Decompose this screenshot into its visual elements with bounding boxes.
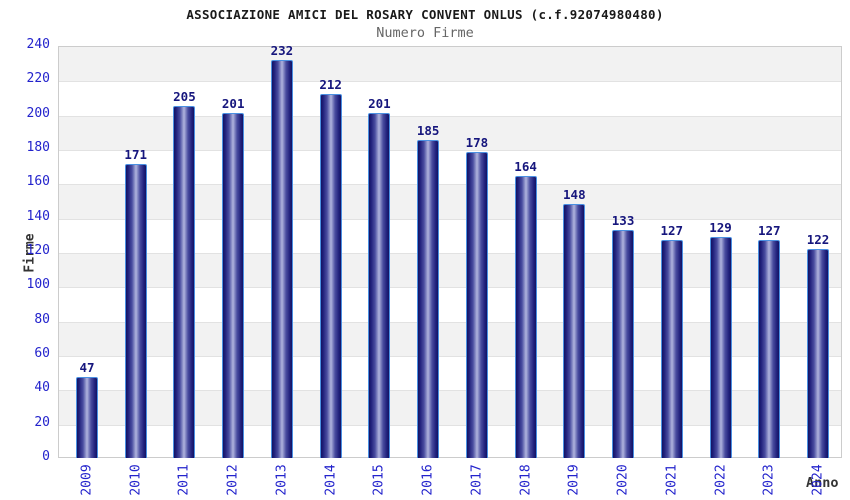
x-axis-tick-label: 2020 [615, 464, 631, 496]
chart-subtitle: Numero Firme [376, 25, 474, 41]
x-axis-tick-label: 2018 [518, 464, 534, 496]
gridline [59, 321, 841, 323]
gridline [59, 356, 841, 357]
x-axis-tick-label: 2010 [128, 464, 144, 496]
y-axis-tick-label: 180 [26, 140, 50, 155]
bar-2009[interactable] [76, 377, 98, 458]
bar-2016[interactable] [417, 140, 440, 458]
bar-value-label: 232 [270, 42, 294, 58]
y-axis-tick-label: 0 [42, 449, 50, 464]
y-axis-tick-label: 140 [26, 208, 50, 224]
x-axis-tick-label: 2019 [566, 464, 582, 496]
plot-band [59, 47, 841, 82]
x-axis-tick-label: 2023 [761, 464, 777, 496]
bar-value-label: 171 [124, 147, 147, 163]
x-axis-tick-label: 2014 [323, 464, 339, 496]
bar-2018[interactable] [514, 176, 537, 458]
bar-value-label: 127 [757, 222, 781, 238]
x-axis-tick-label: 2011 [176, 464, 192, 496]
bar-value-label: 164 [514, 159, 537, 175]
bar-value-label: 47 [79, 360, 95, 376]
y-axis-tick-label: 200 [26, 105, 50, 121]
gridline [59, 424, 841, 426]
bar-value-label: 205 [173, 89, 196, 105]
bar-value-label: 133 [611, 212, 635, 228]
y-axis-tick-label: 80 [34, 311, 50, 327]
y-axis-tick-label: 100 [26, 277, 50, 293]
gridline [59, 184, 841, 186]
x-axis-tick-label: 2021 [664, 464, 680, 496]
x-axis-tick-label: 2013 [274, 464, 290, 496]
bar-2015[interactable] [368, 112, 391, 458]
x-axis-tick-label: 2017 [469, 464, 485, 496]
bar-2024[interactable] [807, 248, 829, 458]
gridline [59, 390, 841, 392]
x-axis-tick-label: 2015 [371, 464, 387, 496]
gridline [59, 115, 841, 117]
chart-title: ASSOCIAZIONE AMICI DEL ROSARY CONVENT ON… [186, 7, 664, 22]
gridline [59, 218, 841, 220]
y-axis-tick-label: 160 [26, 174, 50, 190]
bar-2023[interactable] [758, 239, 781, 458]
x-axis-tick-label: 2012 [225, 464, 241, 496]
bar-2021[interactable] [660, 239, 683, 458]
y-axis-tick-label: 120 [26, 243, 50, 258]
y-axis-tick-label: 60 [34, 346, 50, 361]
gridline [59, 253, 841, 254]
bar-value-label: 148 [563, 186, 586, 202]
bar-2017[interactable] [465, 152, 488, 458]
bar-2022[interactable] [709, 236, 732, 458]
bar-2010[interactable] [124, 164, 147, 458]
bar-value-label: 122 [806, 231, 830, 247]
bar-2012[interactable] [222, 112, 245, 458]
gridline [59, 287, 841, 289]
bar-2020[interactable] [612, 229, 635, 458]
x-axis-tick-label: 2024 [810, 464, 826, 496]
bar-value-label: 127 [660, 222, 684, 238]
x-axis-tick-label: 2022 [713, 464, 729, 496]
gridline [59, 150, 841, 151]
x-axis-tick-label: 2016 [420, 464, 436, 496]
x-axis-tick-label: 2009 [79, 464, 95, 496]
bar-2019[interactable] [563, 203, 586, 458]
y-axis-tick-label: 20 [34, 414, 50, 430]
bar-value-label: 129 [709, 219, 732, 235]
bar-2011[interactable] [173, 106, 196, 458]
y-axis-tick-label: 240 [26, 37, 50, 52]
bar-2013[interactable] [270, 59, 293, 458]
y-axis-tick-label: 40 [34, 380, 50, 396]
bar-value-label: 185 [416, 123, 440, 139]
bar-value-label: 201 [221, 95, 245, 111]
bar-value-label: 201 [368, 95, 391, 111]
bar-2014[interactable] [319, 94, 342, 458]
bar-value-label: 212 [319, 77, 342, 93]
gridline [59, 81, 841, 83]
bar-value-label: 178 [465, 135, 489, 151]
x-axis-title: Anno [806, 475, 839, 491]
y-axis-tick-label: 220 [26, 71, 50, 87]
